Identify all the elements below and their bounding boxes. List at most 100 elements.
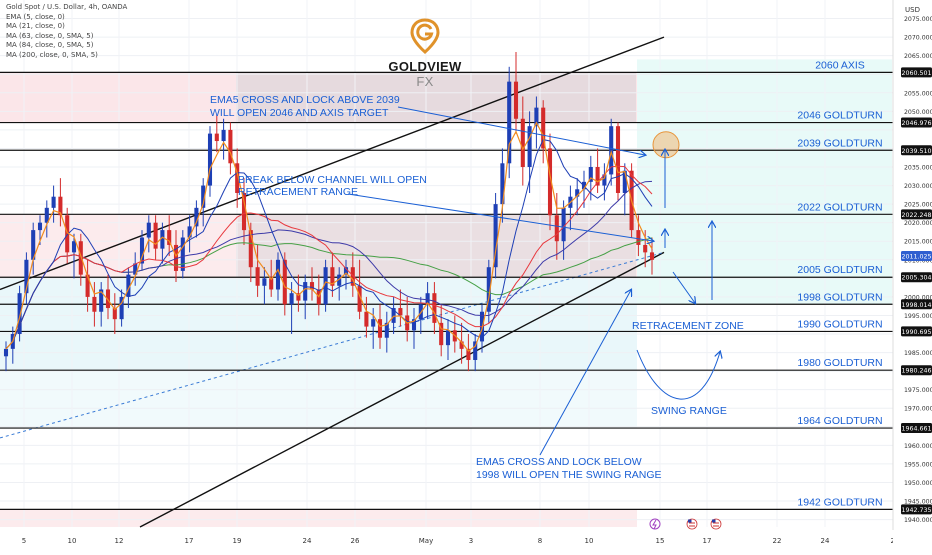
- y-tick-label: 2025.000: [904, 202, 932, 209]
- x-tick-label: 10: [68, 537, 77, 545]
- level-label: 2060 AXIS: [815, 59, 865, 71]
- candle-body: [78, 241, 83, 275]
- x-tick-label: 17: [703, 537, 712, 545]
- candle-body: [173, 244, 179, 271]
- annotation-text: RETRACEMENT RANGE: [238, 186, 358, 198]
- price-tag-label: 1990.695: [901, 329, 931, 336]
- candle-body: [214, 133, 219, 142]
- price-tag-label: 2005.304: [901, 275, 931, 282]
- x-tick-label: 22: [773, 537, 782, 545]
- level-label: 2046 GOLDTURN: [797, 110, 882, 122]
- location-pin-icon: [410, 18, 440, 54]
- candle-body: [71, 241, 77, 253]
- candle-body: [391, 308, 396, 323]
- candle-body: [439, 322, 444, 346]
- target-circle: [652, 131, 680, 159]
- candle-body: [595, 167, 600, 186]
- zone-projection: [637, 59, 892, 305]
- legend-ema5: EMA (5, close, 0): [6, 12, 65, 21]
- candle-body: [337, 274, 342, 286]
- candle-body: [37, 222, 43, 231]
- x-tick-label: 8: [538, 537, 542, 545]
- y-tick-label: 2075.000: [904, 16, 932, 23]
- candle-body: [228, 129, 233, 164]
- candle-body: [493, 204, 498, 268]
- price-tag: [901, 504, 932, 515]
- candle-body: [309, 282, 315, 290]
- candle-body: [296, 293, 301, 301]
- annotation-text: EMA5 CROSS AND LOCK ABOVE 2039: [210, 94, 400, 106]
- y-tick-label: 1970.000: [904, 406, 932, 413]
- x-tick-label: 19: [233, 537, 242, 545]
- candle-body: [486, 267, 491, 312]
- level-label: 1942 GOLDTURN: [797, 496, 882, 508]
- y-tick-label: 1955.000: [904, 461, 932, 468]
- candle-body: [520, 118, 525, 168]
- candle-body: [146, 222, 151, 238]
- flag-canton: [688, 519, 692, 523]
- arrow-to-retracement: [539, 290, 631, 456]
- candle-body: [636, 230, 641, 245]
- channel-upper-line: [0, 36, 665, 291]
- y-tick-label: 2020.000: [904, 220, 932, 227]
- x-tick-label: 3: [469, 537, 473, 545]
- annotation-text: WILL OPEN 2046 AND AXIS TARGET: [210, 107, 389, 119]
- zone-projection-lower: [637, 304, 892, 527]
- legend-ma63: MA (63, close, 0, SMA, 5): [6, 31, 94, 40]
- candle-body: [425, 293, 430, 305]
- y-tick-label: 1950.000: [904, 480, 932, 487]
- candle-body: [643, 244, 648, 253]
- candle-body: [500, 163, 505, 205]
- candle-body: [432, 293, 437, 323]
- x-tick-label: 26: [351, 537, 360, 545]
- candle-body: [160, 230, 165, 249]
- annotation-text: 1998 WILL OPEN THE SWING RANGE: [476, 469, 662, 481]
- candle-body: [44, 207, 49, 223]
- x-tick-label: May: [419, 537, 433, 545]
- candle-body: [445, 330, 451, 346]
- y-tick-label: 2050.000: [904, 109, 932, 116]
- brand-name: GOLDVIEW: [388, 59, 462, 74]
- legend-ma21: MA (21, close, 0): [6, 22, 65, 31]
- flag-canton: [712, 519, 716, 523]
- price-tag-label: 1964.661: [901, 426, 931, 433]
- y-tick-label: 2000.000: [904, 294, 932, 301]
- candle-body: [527, 126, 532, 168]
- price-tag: [901, 67, 932, 78]
- event-flash-icon: [649, 518, 661, 530]
- candle-body: [92, 296, 97, 312]
- candle-body: [17, 293, 22, 335]
- price-tag-label: 2060.501: [901, 70, 931, 77]
- candle-body: [384, 322, 389, 338]
- candle-body: [262, 278, 267, 286]
- annotation-text: SWING RANGE: [651, 405, 727, 417]
- candle-body: [85, 274, 90, 297]
- candle-body: [31, 230, 36, 260]
- candle-body: [330, 267, 335, 286]
- candle-body: [241, 192, 247, 231]
- candle-body: [126, 274, 131, 297]
- candle-body: [221, 129, 226, 142]
- candle-body: [201, 185, 206, 208]
- price-tag: [901, 250, 932, 261]
- candle-body: [459, 341, 464, 349]
- candle-body: [153, 222, 158, 249]
- y-tick-label: 1960.000: [904, 443, 932, 450]
- candle-body: [575, 189, 580, 197]
- candle-body: [282, 259, 287, 305]
- y-tick-label: 1975.000: [904, 387, 932, 394]
- zone-3: [0, 370, 637, 429]
- x-tick-label: 15: [656, 537, 665, 545]
- candle-body: [547, 148, 553, 216]
- candle-body: [194, 207, 199, 227]
- swing-arc: [636, 349, 720, 400]
- x-tick-label: 24: [821, 537, 830, 545]
- level-label: 1964 GOLDTURN: [797, 415, 882, 427]
- y-tick-label: 1940.000: [904, 517, 932, 524]
- level-label: 1998 GOLDTURN: [797, 291, 882, 303]
- candle-body: [615, 126, 621, 193]
- candle-body: [507, 81, 512, 164]
- candle-body: [275, 259, 281, 290]
- zone-grey-mid: [236, 214, 636, 278]
- trend-dashed-line: [0, 251, 665, 439]
